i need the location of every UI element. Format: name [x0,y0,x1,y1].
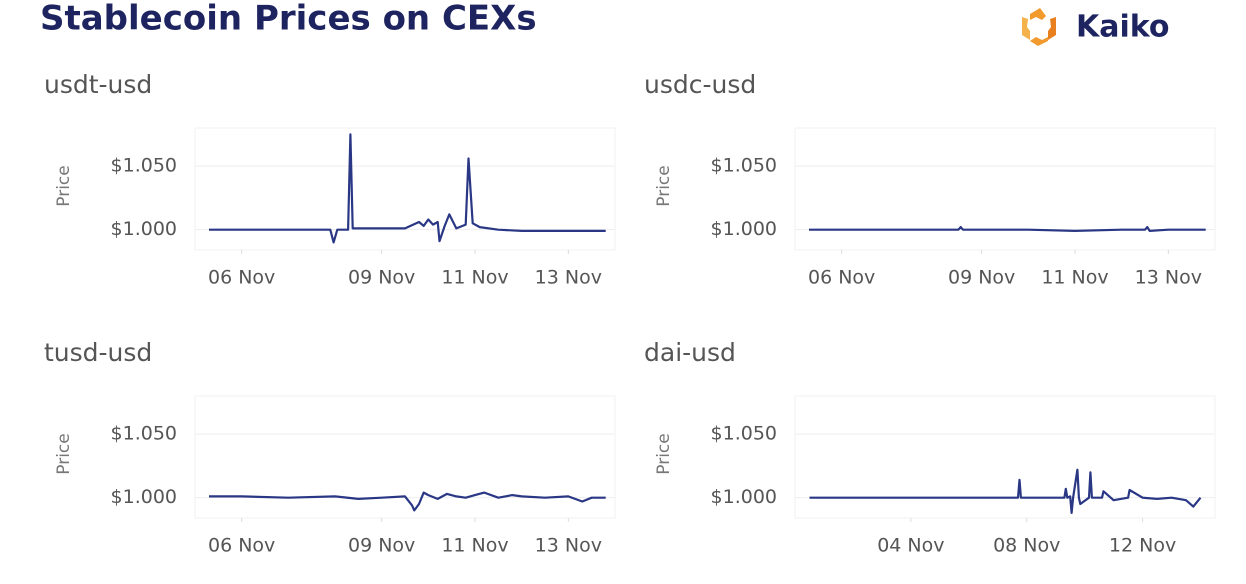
x-tick-label: 11 Nov [441,267,508,289]
chart-title: tusd-usd [44,338,152,367]
y-tick-label: $1.000 [711,486,777,508]
x-tick-label: 04 Nov [877,535,944,557]
x-tick-label: 09 Nov [348,267,415,289]
x-tick-label: 13 Nov [535,267,602,289]
price-line [809,226,1206,232]
x-tick-label: 13 Nov [1135,267,1202,289]
x-tick-label: 08 Nov [993,535,1060,557]
x-tick-label: 11 Nov [441,535,508,557]
logo-text: Kaiko [1076,10,1170,45]
logo-shape [1048,17,1056,40]
x-tick-label: 06 Nov [208,267,275,289]
y-tick-label: $1.050 [111,155,177,177]
y-tick-label: $1.000 [111,218,177,240]
x-tick-label: 13 Nov [535,535,602,557]
x-tick-label: 06 Nov [208,535,275,557]
chart-title: usdc-usd [644,70,756,99]
y-tick-label: $1.000 [111,486,177,508]
y-tick-label: $1.050 [111,423,177,445]
plot-area [794,395,1216,519]
y-axis-label: Price [54,165,74,206]
y-tick-label: $1.050 [711,423,777,445]
x-tick-label: 09 Nov [348,535,415,557]
logo-shape [1030,37,1048,46]
y-tick-label: $1.050 [711,155,777,177]
y-tick-label: $1.000 [711,218,777,240]
logo-shape [1022,17,1030,40]
x-tick-label: 12 Nov [1109,535,1176,557]
logo-shape [1030,8,1046,20]
chart-title: usdt-usd [44,70,152,99]
price-line [809,468,1202,514]
page-title: Stablecoin Prices on CEXs [40,0,537,39]
x-tick-label: 09 Nov [948,267,1015,289]
price-line [209,133,606,244]
y-axis-label: Price [654,165,674,206]
x-tick-label: 11 Nov [1041,267,1108,289]
plot-area [194,395,616,519]
price-line [209,491,606,512]
y-axis-label: Price [654,433,674,474]
x-tick-label: 06 Nov [808,267,875,289]
y-axis-label: Price [54,433,74,474]
logo-icon [1022,8,1056,46]
chart-title: dai-usd [644,338,736,367]
